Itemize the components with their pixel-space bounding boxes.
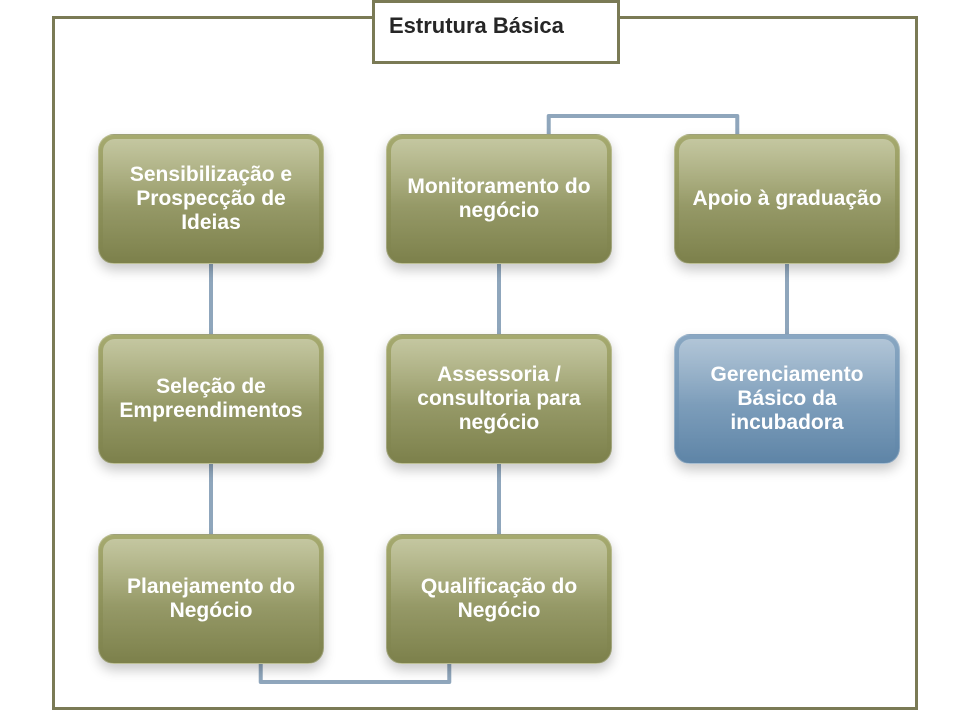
node-label: Sensibilização e Prospecção de Ideias (113, 163, 309, 235)
page-title: Estrutura Básica (389, 13, 564, 39)
node-label: Seleção de Empreendimentos (113, 375, 309, 423)
page-title-box: Estrutura Básica (372, 0, 620, 64)
node-n7: Planejamento do Negócio (98, 534, 324, 664)
node-label: Assessoria / consultoria para negócio (401, 363, 597, 435)
node-n5: Assessoria / consultoria para negócio (386, 334, 612, 464)
node-n6: Gerenciamento Básico da incubadora (674, 334, 900, 464)
node-n3: Apoio à graduação (674, 134, 900, 264)
node-label: Planejamento do Negócio (113, 575, 309, 623)
node-n1: Sensibilização e Prospecção de Ideias (98, 134, 324, 264)
node-n2: Monitoramento do negócio (386, 134, 612, 264)
node-n8: Qualificação do Negócio (386, 534, 612, 664)
diagram-area: Sensibilização e Prospecção de Ideias Mon… (0, 0, 960, 720)
node-n4: Seleção de Empreendimentos (98, 334, 324, 464)
node-label: Monitoramento do negócio (401, 175, 597, 223)
node-label: Gerenciamento Básico da incubadora (689, 363, 885, 435)
node-label: Qualificação do Negócio (401, 575, 597, 623)
node-label: Apoio à graduação (692, 187, 881, 211)
